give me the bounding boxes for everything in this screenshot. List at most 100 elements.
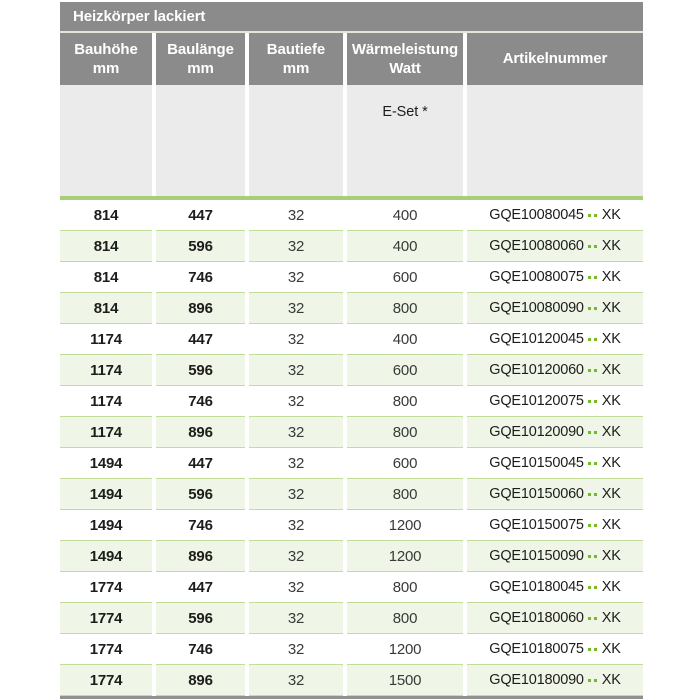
cell-bauhoehe: 814 [60,231,152,262]
artikelnummer-prefix: GQE10120090 [489,424,584,440]
green-dot-icon [594,214,598,217]
artikelnummer-placeholder-dots [587,362,599,378]
green-dot-icon [594,307,598,310]
cell-artikelnummer: GQE10120045 XK [467,324,643,355]
cell-artikelnummer: GQE10080090 XK [467,293,643,324]
cell-artikelnummer: GQE10150075 XK [467,510,643,541]
artikelnummer-placeholder-dots [587,424,599,440]
artikelnummer-suffix: XK [601,548,621,564]
cell-bautiefe: 32 [249,200,343,231]
cell-watt: 600 [347,262,463,293]
cell-baulaenge: 896 [156,541,245,572]
table-row: 1494 746 32 1200 GQE10150075 XK [60,510,643,541]
artikelnummer-suffix: XK [601,424,621,440]
green-dot-icon [588,338,592,341]
cell-bautiefe: 32 [249,293,343,324]
cell-watt: 1200 [347,634,463,665]
artikelnummer-placeholder-dots [587,641,599,657]
green-dot-icon [594,400,598,403]
green-dot-icon [594,493,598,496]
green-dot-icon [588,617,592,620]
table-row: 814 896 32 800 GQE10080090 XK [60,293,643,324]
column-header-label: Bauhöhe [74,40,138,58]
cell-bautiefe: 32 [249,417,343,448]
green-dot-icon [588,555,592,558]
cell-bauhoehe: 1494 [60,479,152,510]
cell-watt: 600 [347,355,463,386]
cell-bautiefe: 32 [249,634,343,665]
green-dot-icon [588,400,592,403]
header-separator-rule [60,196,643,200]
cell-watt: 1200 [347,541,463,572]
cell-bautiefe: 32 [249,324,343,355]
cell-artikelnummer: GQE10120090 XK [467,417,643,448]
green-dot-icon [594,245,598,248]
cell-baulaenge: 596 [156,603,245,634]
table-row: 814 447 32 400 GQE10080045 XK [60,200,643,231]
artikelnummer-placeholder-dots [587,610,599,626]
cell-artikelnummer: GQE10120060 XK [467,355,643,386]
cell-watt: 400 [347,324,463,355]
cell-bautiefe: 32 [249,386,343,417]
green-dot-icon [588,586,592,589]
artikelnummer-prefix: GQE10120060 [489,362,584,378]
cell-bauhoehe: 1774 [60,603,152,634]
green-dot-icon [588,493,592,496]
cell-artikelnummer: GQE10180090 XK [467,665,643,696]
cell-baulaenge: 447 [156,572,245,603]
artikelnummer-prefix: GQE10120045 [489,331,584,347]
cell-bauhoehe: 1174 [60,355,152,386]
artikelnummer-suffix: XK [601,300,621,316]
cell-baulaenge: 596 [156,231,245,262]
table-row: 1174 746 32 800 GQE10120075 XK [60,386,643,417]
artikelnummer-suffix: XK [601,362,621,378]
table-row: 1774 447 32 800 GQE10180045 XK [60,572,643,603]
green-dot-icon [594,431,598,434]
artikelnummer-placeholder-dots [587,579,599,595]
column-header-bauhoehe: Bauhöhe mm [60,33,152,85]
cell-watt: 1200 [347,510,463,541]
column-header-label: Baulänge [167,40,234,58]
cell-bautiefe: 32 [249,262,343,293]
cell-baulaenge: 596 [156,479,245,510]
green-dot-icon [588,245,592,248]
column-header-unit: Watt [389,60,421,77]
artikelnummer-prefix: GQE10180045 [489,579,584,595]
column-header-label: Artikelnummer [502,50,608,68]
table-bottom-rule [60,696,643,699]
cell-bauhoehe: 1774 [60,665,152,696]
subheader-band: E-Set * [60,85,643,196]
artikelnummer-suffix: XK [601,393,621,409]
green-dot-icon [588,679,592,682]
column-header-waermeleistung: Wärmeleistung Watt [347,33,463,85]
cell-bauhoehe: 1494 [60,448,152,479]
table-row: 1494 596 32 800 GQE10150060 XK [60,479,643,510]
cell-bautiefe: 32 [249,231,343,262]
cell-bauhoehe: 814 [60,293,152,324]
cell-watt: 800 [347,603,463,634]
cell-artikelnummer: GQE10080075 XK [467,262,643,293]
artikelnummer-suffix: XK [601,579,621,595]
table-row: 1774 896 32 1500 GQE10180090 XK [60,665,643,696]
cell-artikelnummer: GQE10080060 XK [467,231,643,262]
table-row: 814 596 32 400 GQE10080060 XK [60,231,643,262]
table-row: 1774 596 32 800 GQE10180060 XK [60,603,643,634]
table-row: 1494 447 32 600 GQE10150045 XK [60,448,643,479]
artikelnummer-placeholder-dots [587,486,599,502]
green-dot-icon [594,586,598,589]
cell-watt: 800 [347,293,463,324]
artikelnummer-suffix: XK [601,238,621,254]
artikelnummer-prefix: GQE10180060 [489,610,584,626]
cell-watt: 800 [347,386,463,417]
green-dot-icon [594,617,598,620]
table-row: 1174 447 32 400 GQE10120045 XK [60,324,643,355]
artikelnummer-placeholder-dots [587,238,599,254]
cell-watt: 800 [347,417,463,448]
cell-bauhoehe: 814 [60,262,152,293]
cell-artikelnummer: GQE10150090 XK [467,541,643,572]
artikelnummer-suffix: XK [601,672,621,688]
cell-watt: 800 [347,479,463,510]
subheader-cell-artikelnummer [467,85,643,196]
cell-watt: 400 [347,200,463,231]
artikelnummer-prefix: GQE10150060 [489,486,584,502]
